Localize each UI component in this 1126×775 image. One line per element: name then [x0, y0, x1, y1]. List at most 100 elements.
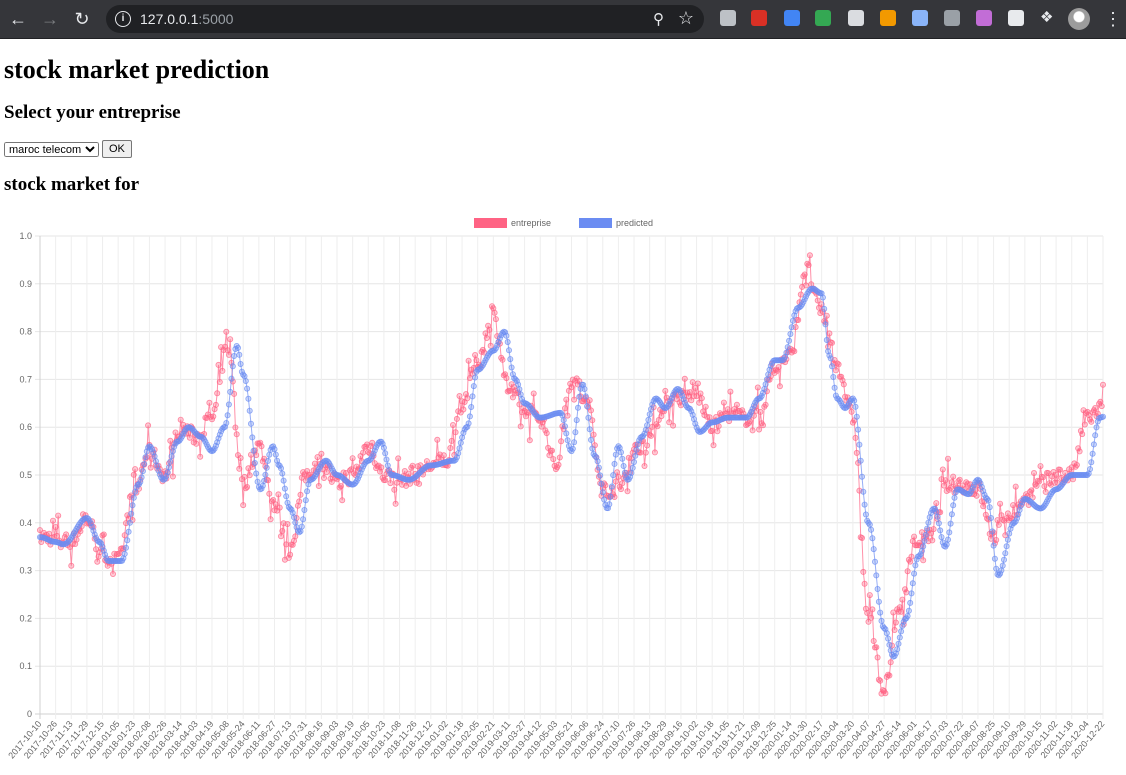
chart-heading: stock market for	[4, 174, 140, 195]
data-point	[280, 477, 287, 484]
data-point	[926, 514, 933, 521]
data-point	[460, 429, 467, 436]
data-point	[123, 544, 130, 551]
data-point	[921, 537, 928, 544]
back-arrow-icon[interactable]: ←	[9, 9, 27, 29]
data-point	[988, 514, 995, 521]
data-point	[585, 414, 592, 421]
data-point	[139, 468, 146, 475]
data-point	[651, 449, 658, 456]
data-point	[803, 282, 810, 289]
facebook-icon[interactable]	[944, 10, 960, 26]
data-point	[870, 546, 877, 553]
data-point	[172, 429, 179, 436]
data-point	[503, 375, 510, 382]
data-point	[632, 452, 639, 459]
data-point	[831, 384, 838, 391]
data-point	[861, 580, 868, 587]
tab-icon[interactable]	[720, 10, 736, 26]
data-point	[907, 599, 914, 606]
data-point	[573, 417, 580, 424]
url-port: :5000	[198, 11, 234, 27]
data-point	[277, 465, 284, 472]
data-point	[416, 480, 423, 487]
profile-avatar[interactable]	[1068, 8, 1090, 30]
data-point	[560, 417, 567, 424]
data-point	[590, 431, 597, 438]
data-point	[483, 335, 490, 342]
bookmark-star-icon[interactable]: ☆	[677, 8, 694, 28]
data-point	[279, 470, 286, 477]
data-point	[298, 523, 305, 530]
url-text[interactable]: 127.0.0.1:5000	[140, 10, 233, 28]
data-point	[292, 519, 299, 526]
data-point	[985, 497, 992, 504]
data-point	[892, 619, 899, 626]
data-point	[696, 399, 703, 406]
data-point	[995, 521, 1002, 528]
s-icon[interactable]	[976, 10, 992, 26]
data-point	[283, 493, 290, 500]
data-point	[211, 445, 218, 452]
data-point	[449, 421, 456, 428]
company-select[interactable]: maroc telecom	[4, 141, 99, 157]
menu-dots-icon[interactable]: ⋮	[1104, 9, 1122, 29]
data-point	[229, 363, 236, 370]
data-point	[392, 500, 399, 507]
data-point	[855, 426, 862, 433]
data-point	[492, 345, 499, 352]
data-point	[644, 422, 651, 429]
data-point	[939, 466, 946, 473]
square-icon[interactable]	[1008, 10, 1024, 26]
data-point	[904, 612, 911, 619]
data-point	[1076, 448, 1083, 455]
data-point	[284, 520, 291, 527]
legend-swatch-predicted	[579, 218, 612, 228]
data-point	[509, 394, 516, 401]
data-point	[950, 502, 957, 509]
data-point	[94, 558, 101, 565]
data-point	[1037, 463, 1044, 470]
data-point	[710, 442, 717, 449]
disc-icon[interactable]	[912, 10, 928, 26]
data-point	[709, 427, 716, 434]
data-point	[562, 405, 569, 412]
fox-icon[interactable]	[880, 10, 896, 26]
data-point	[668, 394, 675, 401]
data-point	[594, 458, 601, 465]
info-icon[interactable]: i	[115, 11, 131, 27]
data-point	[124, 537, 131, 544]
data-point	[225, 351, 232, 358]
data-point	[582, 393, 589, 400]
docs-icon[interactable]	[784, 10, 800, 26]
data-point	[1089, 450, 1096, 457]
address-bar[interactable]: i 127.0.0.1:5000 ⚲ ☆	[106, 5, 704, 33]
data-point	[787, 331, 794, 338]
data-point	[689, 411, 696, 418]
extensions-icon[interactable]: ❖	[1040, 9, 1054, 26]
data-point	[896, 634, 903, 641]
bulb-icon[interactable]	[848, 10, 864, 26]
forward-arrow-icon[interactable]: →	[41, 9, 59, 29]
data-point	[575, 404, 582, 411]
zoom-icon[interactable]: ⚲	[653, 11, 664, 28]
data-point	[246, 472, 253, 479]
data-point	[912, 562, 919, 569]
data-point	[470, 383, 477, 390]
hand-icon[interactable]	[751, 10, 767, 26]
data-point	[852, 403, 859, 410]
data-point	[895, 640, 902, 647]
data-point	[247, 420, 254, 427]
data-point	[244, 385, 251, 392]
data-point	[932, 505, 939, 512]
data-point	[823, 312, 830, 319]
data-point	[641, 462, 648, 469]
data-point	[860, 568, 867, 575]
ok-button[interactable]: OK	[102, 140, 132, 158]
puzzle-color-icon[interactable]	[815, 10, 831, 26]
data-point	[822, 321, 829, 328]
browser-toolbar: ← → ↻ i 127.0.0.1:5000 ⚲ ☆ ❖ ⋮	[0, 0, 1126, 39]
stock-chart: 1.00.90.80.70.60.50.40.30.20.102017-10-1…	[6, 218, 1107, 761]
data-point	[572, 429, 579, 436]
reload-icon[interactable]: ↻	[74, 9, 90, 29]
